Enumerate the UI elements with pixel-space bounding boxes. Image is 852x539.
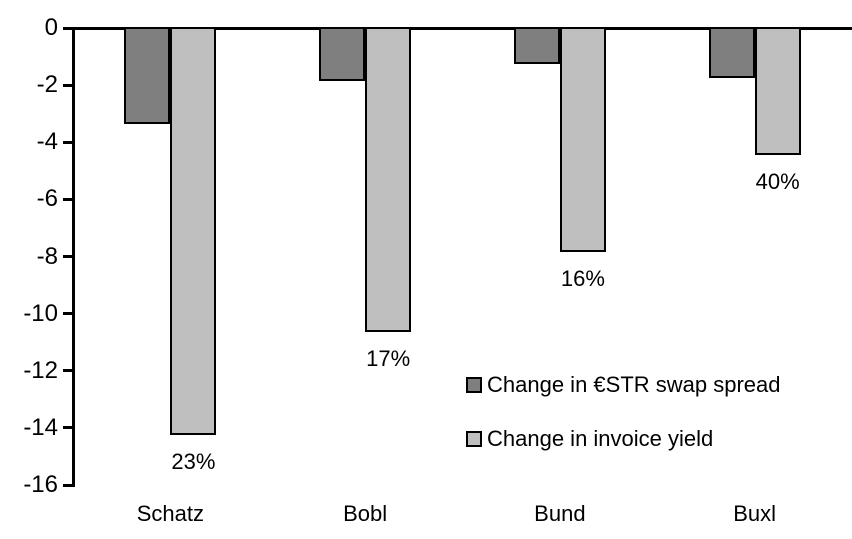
- y-axis-tick-mark: [63, 83, 73, 87]
- bar-invoice-yield-schatz: [170, 26, 217, 435]
- y-axis-tick-label: -6: [36, 185, 58, 213]
- bar-swap-spread-schatz: [124, 26, 171, 124]
- bar-swap-spread-bund: [513, 26, 560, 64]
- legend-swatch-swap-spread-icon: [466, 377, 482, 393]
- y-axis-tick-mark: [63, 140, 73, 144]
- y-axis-tick-label: -16: [23, 471, 58, 498]
- y-axis-tick-mark: [63, 369, 73, 373]
- bar-swap-spread-buxl: [708, 26, 755, 78]
- y-axis-tick-mark: [63, 197, 73, 201]
- bar-invoice-yield-bund: [559, 26, 606, 253]
- y-axis-tick-label: 0: [44, 14, 58, 41]
- legend-label-invoice-yield: Change in invoice yield: [487, 426, 714, 451]
- y-axis-tick-mark: [63, 255, 73, 258]
- y-axis-tick-label: -14: [23, 413, 58, 441]
- y-axis-tick-mark: [63, 483, 73, 487]
- bar-value-label: 40%: [755, 168, 800, 194]
- y-axis-tick-mark: [63, 312, 73, 316]
- legend: Change in €STR swap spread Change in inv…: [466, 372, 781, 452]
- bar-value-label: 16%: [560, 265, 605, 291]
- y-axis-tick-label: -8: [36, 242, 58, 270]
- legend-item-invoice-yield: Change in invoice yield: [466, 426, 781, 452]
- legend-label-swap-spread: Change in €STR swap spread: [487, 372, 781, 397]
- y-axis-tick-label: -2: [36, 71, 58, 99]
- bar-swap-spread-bobl: [319, 26, 366, 81]
- bar-value-label: 17%: [366, 345, 411, 371]
- legend-item-swap-spread: Change in €STR swap spread: [466, 372, 781, 398]
- y-axis-tick-mark: [63, 26, 73, 30]
- x-axis-category-label: Schatz: [136, 501, 204, 526]
- y-axis-line: [72, 26, 75, 487]
- x-axis-category-label: Bund: [534, 501, 586, 526]
- y-axis-tick-label: -12: [23, 356, 58, 384]
- y-axis-tick-label: -4: [36, 128, 58, 156]
- legend-swatch-invoice-yield-icon: [466, 431, 482, 447]
- x-axis-category-label: Bobl: [343, 501, 388, 526]
- bar-value-label: 23%: [171, 448, 216, 474]
- y-axis-tick-mark: [63, 426, 73, 430]
- y-axis-tick-label: -10: [23, 299, 58, 327]
- bar-invoice-yield-bobl: [365, 26, 412, 332]
- x-axis-category-label: Buxl: [733, 501, 777, 526]
- x-axis-zero-line: [72, 26, 852, 30]
- bar-invoice-yield-buxl: [754, 26, 801, 155]
